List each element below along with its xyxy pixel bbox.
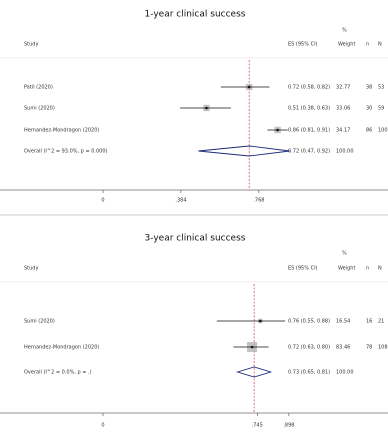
n-label: 86 [366,128,372,134]
study-label: Sumi (2020) [24,319,55,325]
n-label: 78 [366,345,372,351]
point-estimate [276,128,279,132]
column-header: N [378,42,382,48]
study-label: Hernandez-Mondragon (2020) [24,345,99,351]
point-estimate [205,106,208,110]
weight-label: 100.00 [336,149,354,155]
x-tick-label: .768 [253,198,264,204]
es-label: 0.86 (0.81, 0.91) [288,128,330,134]
x-tick-label: .898 [283,423,294,429]
es-label: 0.76 (0.55, 0.88) [288,319,330,325]
n-label: 38 [366,85,372,91]
column-header: N [378,266,382,272]
x-tick-label: .745 [252,423,263,429]
es-label: 0.73 (0.65, 0.81) [288,370,330,376]
N-label: 59 [378,106,384,112]
n-label: 16 [366,319,372,325]
N-label: 21 [378,319,384,325]
column-header: Weight [338,266,355,272]
column-header: n [366,266,369,272]
N-label: 100 [378,128,388,134]
column-header: ES (95% CI) [288,266,318,272]
point-estimate [250,345,254,349]
weight-label: 32.77 [336,85,350,91]
point-estimate [259,319,262,323]
weight-label: 100.00 [336,370,354,376]
chart-title: 1-year clinical success [145,10,246,20]
weight-unit: % [342,251,347,257]
study-header: Study [24,266,38,272]
weight-label: 83.46 [336,345,350,351]
study-header: Study [24,42,38,48]
study-label: Overall (I^2 = 93.0%, p = 0.000) [24,149,108,155]
study-label: Overall (I^2 = 0.0%, p = .) [24,370,92,376]
weight-unit: % [342,28,347,34]
N-label: 53 [378,85,384,91]
N-label: 108 [378,345,388,351]
weight-label: 34.17 [336,128,350,134]
study-label: Patil (2020) [24,85,53,91]
es-label: 0.72 (0.63, 0.80) [288,345,330,351]
es-label: 0.72 (0.58, 0.82) [288,85,330,91]
chart-title: 3-year clinical success [145,234,246,244]
es-label: 0.72 (0.47, 0.92) [288,149,330,155]
es-label: 0.51 (0.38, 0.63) [288,106,330,112]
x-tick-label: 0 [101,198,104,204]
column-header: n [366,42,369,48]
weight-label: 33.06 [336,106,350,112]
column-header: ES (95% CI) [288,42,318,48]
x-tick-label: .384 [175,198,186,204]
column-header: Weight [338,42,355,48]
n-label: 30 [366,106,372,112]
point-estimate [247,85,251,89]
x-tick-label: 0 [101,423,104,429]
study-label: Sumi (2020) [24,106,55,112]
study-label: Hernandez-Mondragon (2020) [24,128,99,134]
overall-diamond [235,366,273,378]
overall-diamond [198,145,290,157]
weight-label: 16.54 [336,319,350,325]
